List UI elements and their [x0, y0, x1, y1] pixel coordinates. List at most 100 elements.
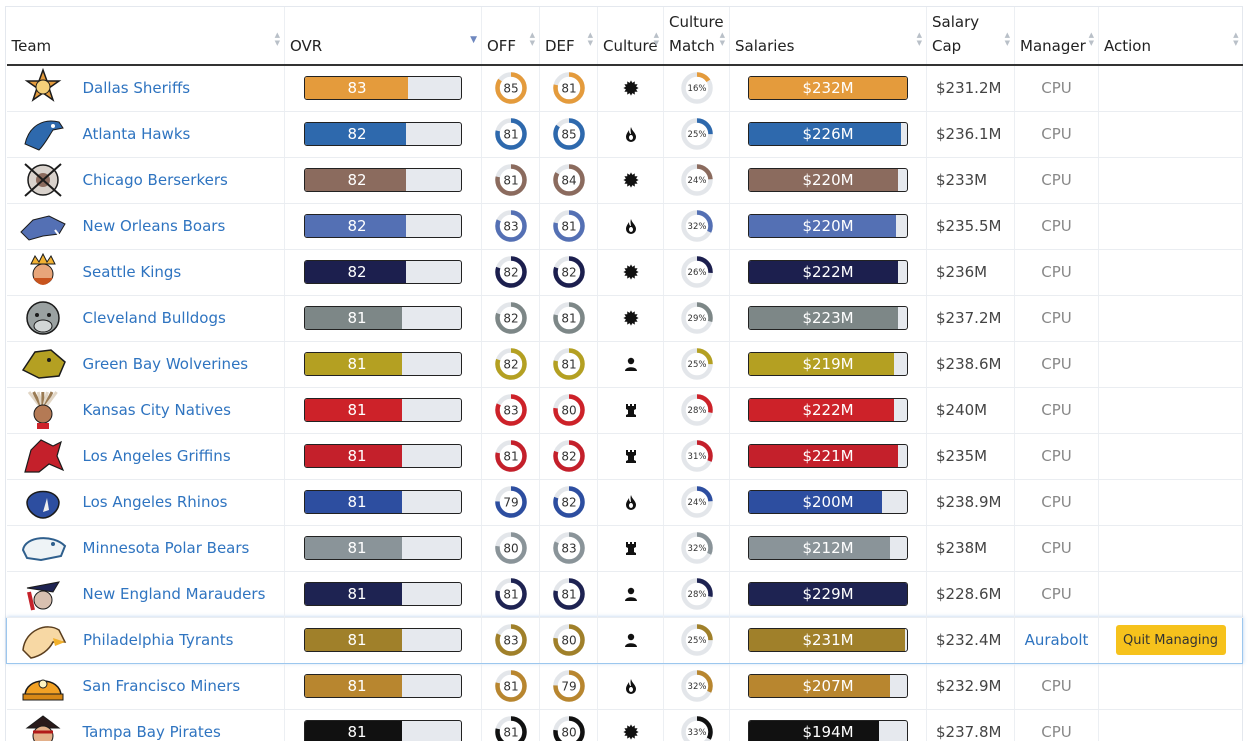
sort-icon[interactable]: ▲ ▼ — [916, 31, 922, 47]
def-cell: 81 — [539, 65, 598, 112]
team-name-link[interactable]: Minnesota Polar Bears — [82, 539, 250, 557]
flame-icon — [625, 219, 636, 234]
column-header-def[interactable]: DEF ▲ ▼ — [539, 7, 598, 66]
def-cell: 79 — [539, 663, 598, 710]
culture-cell — [597, 663, 664, 710]
culture-cell — [597, 479, 664, 526]
manager-cell: CPU — [1014, 203, 1099, 250]
salary-bar-fill — [749, 353, 895, 375]
team-cell: Kansas City Natives — [6, 387, 285, 434]
column-header-salaries[interactable]: Salaries ▲ ▼ — [729, 7, 927, 66]
team-logo — [17, 252, 69, 292]
column-header-manager[interactable]: Manager ▲ ▼ — [1014, 7, 1099, 66]
team-name-link[interactable]: Seattle Kings — [82, 263, 182, 281]
off-cell: 81 — [481, 111, 540, 158]
culture-match-ring-label: 28% — [687, 406, 706, 416]
ovr-bar-fill — [305, 491, 402, 513]
culture-match-ring-label: 26% — [687, 268, 706, 278]
off-ring: 81 — [494, 118, 527, 150]
team-name-link[interactable]: Los Angeles Griffins — [82, 447, 231, 465]
sort-icon[interactable]: ▲ ▼ — [529, 31, 535, 47]
culture-icon-wrap — [598, 494, 663, 510]
team-cell: Green Bay Wolverines — [6, 341, 285, 388]
manager-user-link[interactable]: Aurabolt — [1024, 631, 1089, 649]
team-name-link[interactable]: Atlanta Hawks — [82, 125, 191, 143]
salaries-cell: $222M — [729, 387, 927, 434]
team-logo — [17, 206, 69, 246]
salary-value: $219M — [802, 355, 854, 373]
culture-icon-wrap — [598, 402, 663, 418]
team-name-link[interactable]: Green Bay Wolverines — [82, 355, 249, 373]
def-ring: 85 — [552, 118, 585, 150]
culture-match-ring-label: 28% — [687, 590, 706, 600]
sort-desc-icon[interactable]: ▼ — [470, 35, 477, 45]
salary-bar: $207M — [748, 674, 908, 698]
team-name-link[interactable]: Tampa Bay Pirates — [82, 723, 221, 741]
salaries-cell: $212M — [729, 525, 927, 572]
salary-bar: $226M — [748, 122, 908, 146]
salary-cap-cell: $235M — [926, 433, 1015, 480]
salary-cap-cell: $232.4M — [926, 616, 1015, 664]
team-name-link[interactable]: Los Angeles Rhinos — [82, 493, 228, 511]
ovr-value: 82 — [347, 263, 367, 281]
salary-value: $232M — [802, 79, 854, 98]
column-header-culture[interactable]: Culture ▲ ▼ — [597, 7, 664, 66]
team-logo — [17, 574, 69, 614]
column-header-ovr[interactable]: OVR ▼ — [284, 7, 482, 66]
culture-cell — [597, 249, 664, 296]
salary-bar: $221M — [748, 444, 908, 468]
boar-icon — [19, 215, 66, 241]
salary-cap-cell: $231.2M — [926, 65, 1015, 112]
team-name-link[interactable]: Philadelphia Tyrants — [83, 631, 234, 649]
sort-icon[interactable]: ▲ ▼ — [587, 31, 593, 47]
salary-bar: $223M — [748, 306, 908, 330]
team-name-link[interactable]: Dallas Sheriffs — [82, 79, 191, 98]
sort-icon[interactable]: ▲ ▼ — [274, 31, 280, 47]
def-cell: 80 — [539, 616, 598, 664]
column-header-match[interactable]: Culture Match ▲ ▼ — [663, 7, 730, 66]
off-cell: 79 — [481, 479, 540, 526]
action-cell — [1098, 157, 1243, 204]
off-ring: 82 — [494, 302, 527, 334]
team-info: Cleveland Bulldogs — [7, 298, 285, 338]
team-logo — [17, 436, 69, 476]
off-ring: 81 — [494, 440, 527, 472]
team-logo — [17, 114, 69, 154]
manager-cell: CPU — [1014, 341, 1099, 388]
def-ring: 81 — [552, 578, 585, 610]
column-header-action[interactable]: Action ▲ ▼ — [1098, 7, 1243, 66]
culture-match-ring: 25% — [680, 348, 713, 380]
sort-icon[interactable]: ▲ ▼ — [1004, 31, 1010, 47]
def-ring-label: 82 — [561, 495, 576, 509]
team-name-link[interactable]: Chicago Berserkers — [82, 171, 228, 189]
column-header-cap[interactable]: Salary Cap ▲ ▼ — [926, 7, 1015, 66]
off-cell: 81 — [481, 663, 540, 710]
sort-icon[interactable]: ▲ ▼ — [1233, 31, 1239, 47]
team-name-link[interactable]: Cleveland Bulldogs — [82, 309, 226, 327]
ovr-bar-fill — [305, 307, 402, 329]
ovr-bar-fill — [305, 169, 407, 191]
ovr-bar: 81 — [304, 398, 462, 422]
ovr-bar-fill — [305, 445, 402, 467]
team-logo — [17, 482, 69, 522]
column-header-off[interactable]: OFF ▲ ▼ — [481, 7, 540, 66]
ovr-bar-fill — [305, 583, 402, 605]
team-name-link[interactable]: New England Marauders — [82, 585, 266, 603]
sort-icon[interactable]: ▲ ▼ — [1088, 31, 1094, 47]
salary-bar: $194M — [748, 720, 908, 741]
culture-cell — [597, 433, 664, 480]
quit-managing-button[interactable]: Quit Managing — [1115, 625, 1226, 655]
ovr-bar-fill — [305, 261, 407, 283]
off-ring-label: 81 — [503, 127, 518, 141]
team-name-link[interactable]: Kansas City Natives — [82, 401, 231, 419]
salary-cap-value: $238.9M — [936, 493, 1002, 511]
column-header-team[interactable]: Team ▲ ▼ — [6, 7, 285, 66]
def-ring: 80 — [552, 624, 585, 656]
team-name-link[interactable]: San Francisco Miners — [82, 677, 241, 695]
sort-icon[interactable]: ▲ ▼ — [653, 31, 659, 47]
manager-cell: CPU — [1014, 571, 1099, 618]
off-ring: 83 — [494, 394, 527, 426]
salary-bar: $222M — [748, 398, 908, 422]
sort-icon[interactable]: ▲ ▼ — [719, 31, 725, 47]
team-name-link[interactable]: New Orleans Boars — [82, 217, 226, 235]
